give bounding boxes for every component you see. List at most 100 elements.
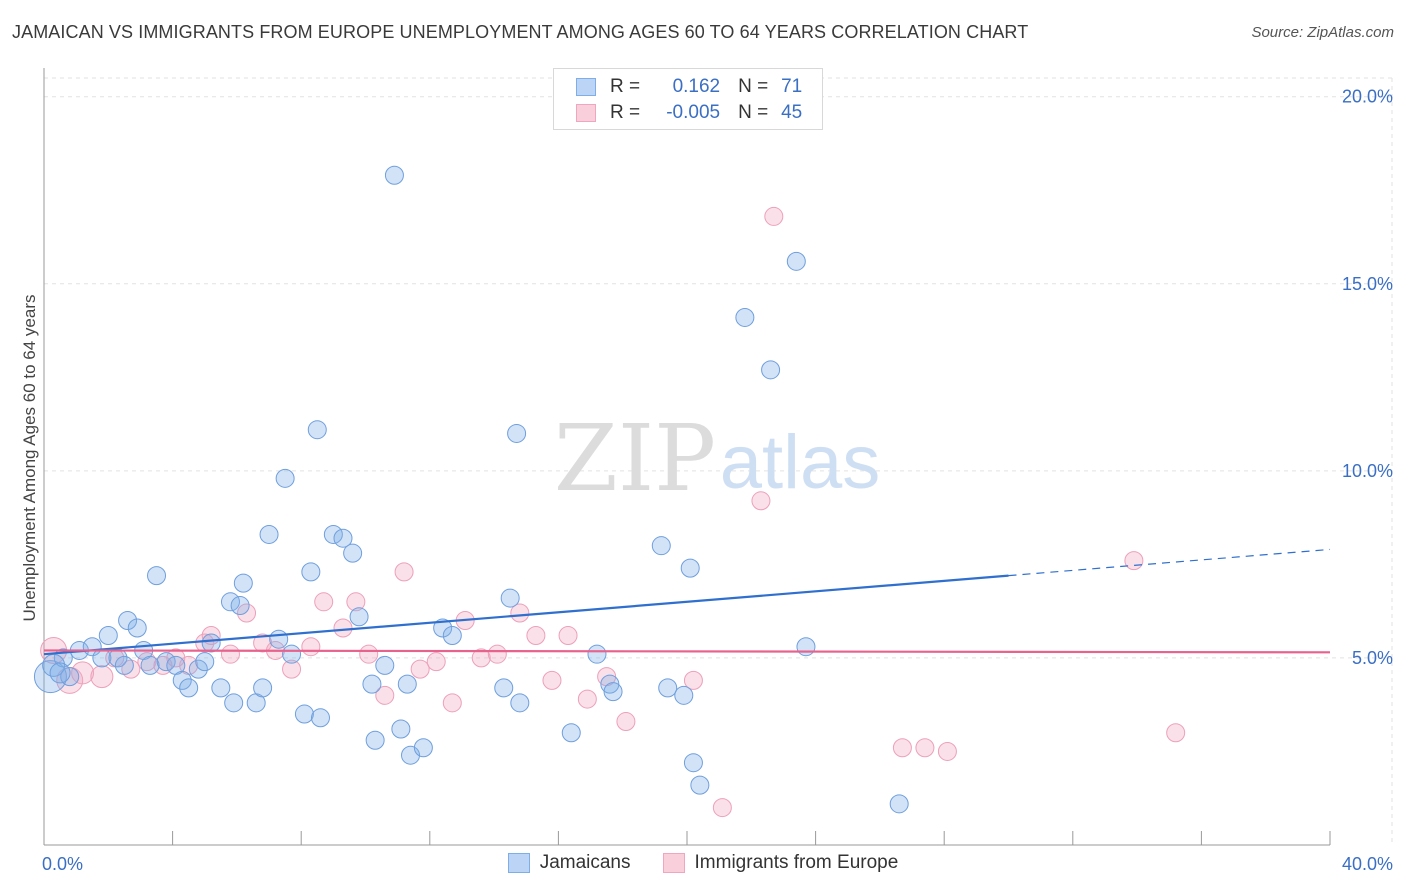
jamaican-point xyxy=(413,738,433,758)
europe-point xyxy=(712,798,732,818)
jamaican-point xyxy=(156,652,176,672)
jamaican-point xyxy=(211,678,231,698)
jamaican-point xyxy=(442,625,462,645)
jamaican-point xyxy=(333,528,353,548)
jamaican-point xyxy=(147,566,167,586)
legend-n-value: 71 xyxy=(781,76,803,97)
legend-item-europe: Immigrants from Europe xyxy=(662,852,899,874)
jamaican-point xyxy=(259,524,279,544)
europe-point xyxy=(346,592,366,612)
legend-label-jamaicans: Jamaicans xyxy=(539,852,631,873)
legend-r-value: 0.162 xyxy=(672,76,721,97)
legend-label-europe: Immigrants from Europe xyxy=(694,852,899,873)
europe-point xyxy=(426,652,446,672)
jamaican-point xyxy=(507,423,527,443)
jamaican-point xyxy=(307,420,327,440)
jamaican-point xyxy=(114,655,134,675)
europe-point xyxy=(121,659,141,679)
jamaican-point xyxy=(118,611,138,631)
jamaican-point xyxy=(658,678,678,698)
europe-point xyxy=(301,637,321,657)
jamaican-point xyxy=(233,573,253,593)
jamaican-point xyxy=(603,682,623,702)
watermark: ZIP atlas xyxy=(554,405,880,512)
jamaican-point xyxy=(391,719,411,739)
europe-point xyxy=(892,738,912,758)
watermark-zip: ZIP xyxy=(554,405,716,512)
jamaican-point xyxy=(275,468,295,488)
europe-point xyxy=(526,625,546,645)
europe-point xyxy=(764,206,784,226)
gridlines xyxy=(44,77,1393,845)
legend-n-value: 45 xyxy=(781,102,803,123)
x-tick-labels: 0.0% 40.0% xyxy=(42,854,1393,874)
europe-point xyxy=(137,652,157,672)
europe-trend-line xyxy=(43,649,1331,654)
legend-item-jamaicans: Jamaicans xyxy=(507,852,631,874)
jamaican-point xyxy=(362,674,382,694)
legend-r-label: R = xyxy=(610,102,641,123)
legend-row-jamaicans: R = 0.162 N = 71 xyxy=(554,74,802,100)
jamaican-point xyxy=(127,618,147,638)
legend-swatch-jamaicans xyxy=(507,853,530,873)
y-tick-label: 10.0% xyxy=(1342,461,1393,481)
jamaican-point xyxy=(140,655,160,675)
europe-point xyxy=(616,712,636,732)
legend-swatch-europe xyxy=(662,853,685,873)
jamaican-point xyxy=(494,678,514,698)
y-tick-label: 20.0% xyxy=(1342,87,1393,107)
jamaican-point xyxy=(310,708,330,728)
jamaican-point xyxy=(889,794,909,814)
europe-point xyxy=(1124,551,1144,571)
europe-point xyxy=(542,670,562,690)
jamaican-point xyxy=(224,693,244,713)
europe-point xyxy=(394,562,414,582)
series-legend: Jamaicans Immigrants from Europe xyxy=(0,852,1406,874)
europe-point xyxy=(314,592,334,612)
europe-point xyxy=(751,491,771,511)
jamaican-point xyxy=(674,685,694,705)
jamaican-point xyxy=(195,652,215,672)
jamaican-point xyxy=(680,558,700,578)
europe-point xyxy=(333,618,353,638)
europe-point xyxy=(487,644,507,664)
europe-point xyxy=(558,625,578,645)
legend-swatch-jamaicans xyxy=(576,78,596,96)
y-tick-label: 15.0% xyxy=(1342,274,1393,294)
europe-point xyxy=(90,665,114,689)
jamaican-point xyxy=(201,633,221,653)
europe-point xyxy=(195,633,215,653)
jamaican-point xyxy=(683,753,703,773)
jamaican-points xyxy=(33,165,909,814)
europe-point xyxy=(220,644,240,664)
y-tick-label: 5.0% xyxy=(1352,648,1393,668)
correlation-legend: R = 0.162 N = 71 R = -0.005 N = 45 xyxy=(553,68,823,130)
europe-points xyxy=(40,206,1186,818)
jamaican-point xyxy=(500,588,520,608)
jamaican-point xyxy=(188,659,208,679)
jamaican-point xyxy=(269,629,289,649)
legend-n-label: N = xyxy=(738,102,769,123)
europe-point xyxy=(915,738,935,758)
jamaican-point xyxy=(587,644,607,664)
europe-point xyxy=(410,659,430,679)
jamaican-point xyxy=(301,562,321,582)
watermark-atlas: atlas xyxy=(720,420,881,505)
y-tick-labels: 5.0% 10.0% 15.0% 20.0% xyxy=(1342,87,1393,668)
x-tick-label-max: 40.0% xyxy=(1342,854,1393,874)
europe-point xyxy=(237,603,257,623)
jamaican-point xyxy=(282,644,302,664)
source-credit: Source: ZipAtlas.com xyxy=(1251,24,1394,41)
jamaican-point xyxy=(172,670,192,690)
europe-point xyxy=(510,603,530,623)
europe-point xyxy=(937,741,957,761)
jamaican-point xyxy=(735,307,755,327)
jamaican-point xyxy=(49,662,71,684)
jamaican-point xyxy=(651,536,671,556)
jamaican-point xyxy=(510,693,530,713)
jamaican-point xyxy=(786,251,806,271)
jamaican-point xyxy=(98,625,118,645)
jamaican-point xyxy=(561,723,581,743)
jamaicans-trend-line xyxy=(43,574,1009,656)
